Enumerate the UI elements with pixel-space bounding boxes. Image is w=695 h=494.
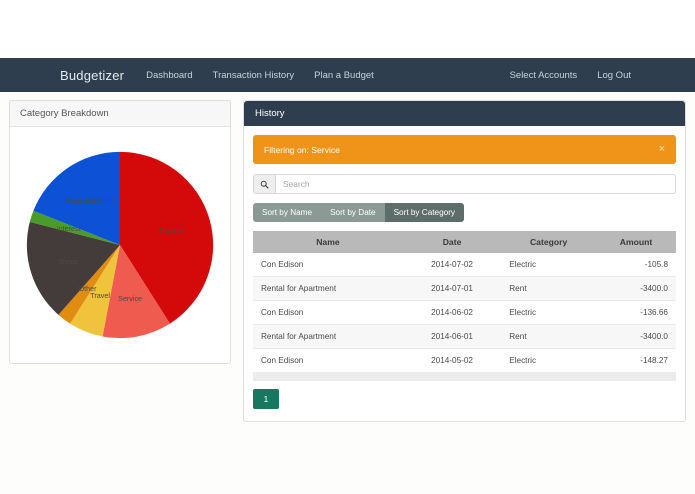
- transaction-date: 2014-05-02: [402, 348, 502, 373]
- pie-slice-label: Food and Drink: [65, 197, 114, 205]
- sort-by-date-button[interactable]: Sort by Date: [321, 203, 385, 222]
- brand-logo[interactable]: Budgetizer: [60, 67, 125, 83]
- sort-by-name-button[interactable]: Sort by Name: [253, 203, 322, 222]
- pie-slice-label: Travel: [90, 292, 110, 300]
- pagination: 1: [253, 389, 676, 409]
- table-row[interactable]: Con Edison 2014-07-02 Electric -105.8: [253, 253, 676, 277]
- pie-slice-interest[interactable]: [29, 210, 120, 245]
- page-top-margin: [0, 0, 695, 58]
- transaction-name: Rental for Apartment: [253, 324, 403, 349]
- main-content: Category Breakdown Transfer Service Travel…: [0, 92, 695, 422]
- pagination-page-1[interactable]: 1: [253, 389, 279, 409]
- transactions-table: Name Date Category Amount Con Edison 2014…: [253, 231, 676, 373]
- transaction-amount: -136.66: [595, 300, 676, 325]
- close-icon[interactable]: ×: [658, 143, 665, 155]
- pie-slice-transfer[interactable]: [120, 151, 214, 324]
- sort-button-group: Sort by Name Sort by Date Sort by Catego…: [253, 203, 676, 222]
- transaction-name: Con Edison: [253, 253, 403, 277]
- transaction-date: 2014-06-02: [402, 300, 502, 325]
- table-body: Con Edison 2014-07-02 Electric -105.8 Rental…: [253, 253, 676, 373]
- table-header-row: Name Date Category Amount: [253, 231, 676, 253]
- transaction-name: Rental for Apartment: [253, 276, 403, 301]
- history-card: History Filtering on: Service ×: [243, 100, 686, 422]
- transaction-category: Electric: [501, 348, 596, 373]
- top-navbar: Budgetizer Dashboard Transaction History…: [0, 58, 695, 92]
- table-row[interactable]: Con Edison 2014-06-02 Electric -136.66: [253, 300, 676, 325]
- search-input[interactable]: [275, 174, 676, 194]
- search-icon[interactable]: [253, 174, 275, 194]
- transaction-date: 2014-06-01: [402, 324, 502, 349]
- column-header-amount[interactable]: Amount: [595, 231, 676, 253]
- pie-slice-shops[interactable]: [26, 221, 121, 315]
- nav-link-transaction-history[interactable]: Transaction History: [212, 69, 295, 81]
- history-title: History: [244, 101, 685, 126]
- transaction-amount: -105.8: [595, 253, 676, 277]
- pie-slice-label: Transfer: [159, 227, 186, 235]
- transaction-amount: -3400.0: [595, 324, 676, 349]
- pie-slice-service[interactable]: [102, 245, 170, 339]
- pie-slice-other[interactable]: [58, 245, 120, 324]
- transaction-amount: -148.27: [595, 348, 676, 373]
- right-column: History Filtering on: Service ×: [243, 100, 686, 422]
- table-row[interactable]: Con Edison 2014-05-02 Electric -148.27: [253, 348, 676, 373]
- search-group: [253, 174, 676, 194]
- primary-nav: Dashboard Transaction History Plan a Bud…: [146, 70, 374, 81]
- pie-slice-label: Service: [118, 295, 142, 303]
- category-breakdown-card: Category Breakdown Transfer Service Travel…: [9, 100, 231, 364]
- filter-alert-text: Filtering on: Service: [264, 144, 340, 155]
- transaction-name: Con Edison: [253, 348, 403, 373]
- nav-link-select-accounts[interactable]: Select Accounts: [509, 69, 578, 81]
- transaction-category: Electric: [501, 300, 596, 325]
- pie-slice-label: Other: [79, 285, 98, 293]
- nav-link-plan-a-budget[interactable]: Plan a Budget: [314, 69, 374, 81]
- transaction-category: Rent: [501, 276, 596, 301]
- sort-by-category-button[interactable]: Sort by Category: [384, 203, 465, 222]
- table-row[interactable]: Rental for Apartment 2014-07-01 Rent -3400.…: [253, 276, 676, 301]
- pie-slice-travel[interactable]: [70, 245, 120, 337]
- pie-slice-label: Shops: [58, 258, 79, 266]
- table-header: Name Date Category Amount: [253, 231, 676, 253]
- column-header-name[interactable]: Name: [253, 231, 403, 253]
- category-breakdown-body: Transfer Service Travel Other Shops Interest F…: [10, 127, 230, 363]
- left-column: Category Breakdown Transfer Service Travel…: [9, 100, 231, 422]
- transaction-category: Electric: [501, 253, 596, 277]
- table-row[interactable]: Rental for Apartment 2014-06-01 Rent -3400.…: [253, 324, 676, 349]
- column-header-date[interactable]: Date: [402, 231, 502, 253]
- transaction-date: 2014-07-01: [402, 276, 502, 301]
- secondary-nav: Select Accounts Log Out: [510, 70, 671, 81]
- nav-link-log-out[interactable]: Log Out: [597, 69, 631, 81]
- filter-alert: Filtering on: Service ×: [253, 135, 676, 164]
- pie-chart: Transfer Service Travel Other Shops Interest F…: [20, 137, 220, 353]
- pie-slice-food-and-drink[interactable]: [33, 151, 120, 245]
- category-breakdown-title: Category Breakdown: [10, 101, 230, 127]
- column-header-category[interactable]: Category: [501, 231, 596, 253]
- transaction-amount: -3400.0: [595, 276, 676, 301]
- pie-slice-label: Interest: [57, 225, 81, 233]
- table-footer-strip: [253, 373, 676, 381]
- transaction-date: 2014-07-02: [402, 253, 502, 277]
- nav-link-dashboard[interactable]: Dashboard: [146, 69, 193, 81]
- transaction-category: Rent: [501, 324, 596, 349]
- transaction-name: Con Edison: [253, 300, 403, 325]
